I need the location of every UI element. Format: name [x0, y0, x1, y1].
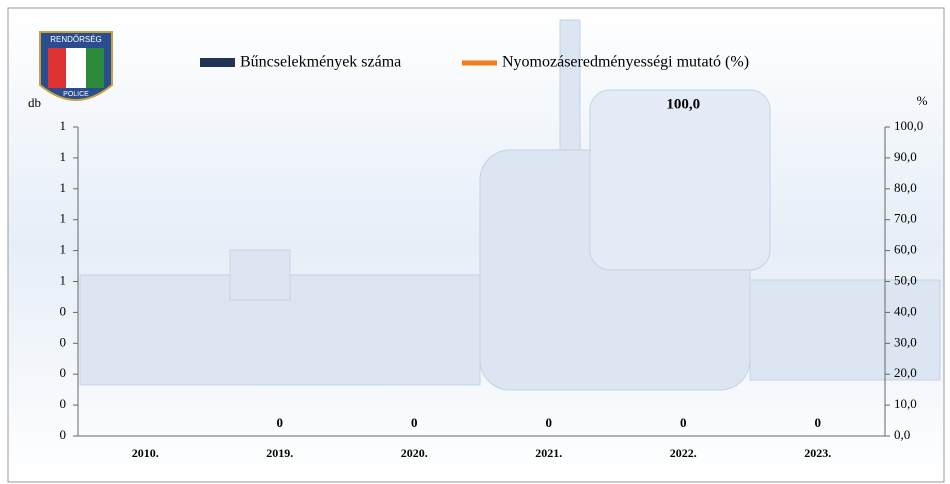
y-tick-label: 0 — [60, 334, 67, 349]
y-tick-label: 1 — [60, 211, 67, 226]
logo-top: RENDŐRSÉG — [50, 35, 102, 44]
y2-axis-label: % — [917, 93, 928, 108]
bar-value-label: 0 — [277, 415, 284, 430]
x-tick-label: 2022. — [670, 446, 697, 460]
bar-value-label: 0 — [680, 415, 687, 430]
y2-tick-label: 20,0 — [894, 365, 917, 380]
y2-tick-label: 70,0 — [894, 211, 917, 226]
y2-tick-label: 50,0 — [894, 272, 917, 287]
bar-value-label: 0 — [546, 415, 553, 430]
line-value-label: 100,0 — [666, 96, 700, 112]
y2-tick-label: 100,0 — [894, 118, 923, 133]
y-tick-label: 1 — [60, 118, 67, 133]
x-tick-label: 2020. — [401, 446, 428, 460]
y-tick-label: 0 — [60, 303, 67, 318]
bar-value-label: 0 — [411, 415, 418, 430]
background-building — [79, 19, 941, 391]
logo-bottom: POLICE — [63, 91, 89, 98]
y2-tick-label: 60,0 — [894, 242, 917, 257]
x-tick-label: 2021. — [535, 446, 562, 460]
bar-value-label: 0 — [815, 415, 822, 430]
y2-tick-label: 40,0 — [894, 303, 917, 318]
y2-tick-label: 0,0 — [894, 427, 910, 442]
legend-label: Bűncselekmények száma — [240, 54, 401, 71]
y-tick-label: 1 — [60, 180, 67, 195]
y-tick-label: 1 — [60, 149, 67, 164]
x-tick-label: 2023. — [804, 446, 831, 460]
y-tick-label: 0 — [60, 365, 67, 380]
y2-tick-label: 90,0 — [894, 149, 917, 164]
y-axis-label: db — [28, 95, 41, 110]
legend-label: Nyomozáseredményességi mutató (%) — [502, 54, 749, 71]
y-tick-label: 1 — [60, 272, 67, 287]
police-logo: RENDŐRSÉG POLICE — [39, 31, 113, 101]
y2-tick-label: 30,0 — [894, 334, 917, 349]
y-tick-label: 0 — [60, 427, 67, 442]
y-tick-label: 0 — [60, 396, 67, 411]
x-tick-label: 2019. — [266, 446, 293, 460]
y2-tick-label: 10,0 — [894, 396, 917, 411]
y-tick-label: 1 — [60, 242, 67, 257]
y2-tick-label: 80,0 — [894, 180, 917, 195]
frame — [7, 7, 945, 483]
legend-swatch — [200, 58, 235, 67]
x-tick-label: 2010. — [132, 446, 159, 460]
